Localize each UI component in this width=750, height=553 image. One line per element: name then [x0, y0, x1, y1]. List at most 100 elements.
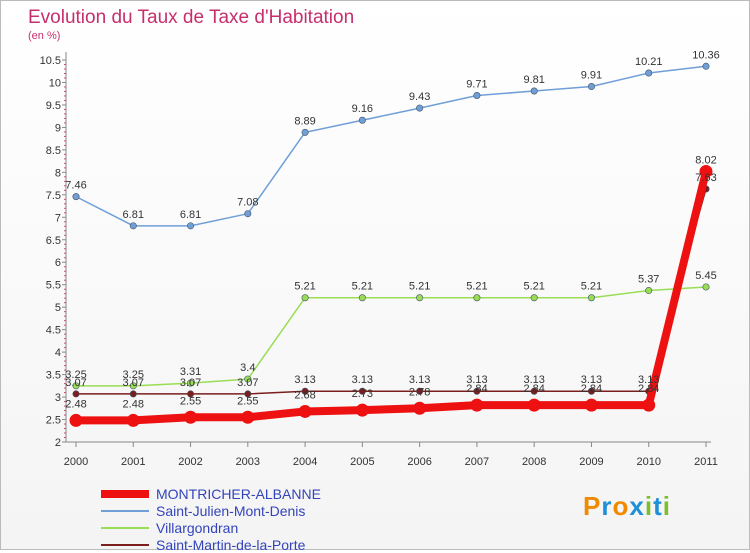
- x-tick-label: 2009: [579, 456, 603, 468]
- x-tick-label: 2003: [236, 456, 260, 468]
- data-label: 5.37: [638, 274, 659, 286]
- series-line: [76, 286, 707, 387]
- y-tick-label: 7: [55, 212, 61, 224]
- data-point: [587, 294, 595, 302]
- y-tick-label: 2: [55, 437, 61, 449]
- data-point: [470, 398, 484, 412]
- data-point: [473, 294, 481, 302]
- series-line: [76, 188, 707, 395]
- data-label: 9.16: [352, 103, 373, 115]
- data-point: [530, 387, 538, 395]
- data-label: 3.25: [65, 369, 86, 381]
- data-point: [699, 164, 713, 178]
- data-point: [301, 294, 309, 302]
- x-tick-label: 2010: [636, 456, 660, 468]
- data-label: 9.43: [409, 91, 430, 103]
- data-point: [413, 401, 427, 415]
- legend-swatch: [101, 526, 149, 529]
- data-point: [187, 390, 195, 398]
- y-tick-label: 5.5: [46, 280, 61, 292]
- y-tick-label: 4.5: [46, 325, 61, 337]
- x-tick-label: 2006: [407, 456, 431, 468]
- x-tick-label: 2001: [121, 456, 145, 468]
- data-point: [416, 294, 424, 302]
- data-label: 7.46: [65, 180, 86, 192]
- data-point: [72, 382, 80, 390]
- series-line: [75, 65, 707, 227]
- data-label: 5.21: [294, 281, 315, 293]
- data-label: 9.81: [523, 74, 544, 86]
- data-label: 3.13: [466, 374, 487, 386]
- logo-letter: i: [662, 491, 671, 521]
- data-label: 6.81: [123, 209, 144, 221]
- y-tick-label: 3: [55, 392, 61, 404]
- data-label: 2.84: [523, 383, 544, 395]
- data-point: [587, 387, 595, 395]
- data-point: [72, 390, 80, 398]
- data-label: 3.25: [123, 369, 144, 381]
- logo-letter: t: [653, 491, 663, 521]
- chart-title: Evolution du Taux de Taxe d'Habitation: [28, 7, 355, 28]
- data-point: [69, 413, 83, 427]
- data-label: 2.68: [294, 389, 315, 401]
- x-tick-label: 2004: [293, 456, 317, 468]
- legend: MONTRICHER-ALBANNE Saint-Julien-Mont-Deni…: [101, 485, 321, 553]
- data-label: 3.07: [65, 377, 86, 389]
- legend-label: Saint-Julien-Mont-Denis: [156, 502, 306, 519]
- data-label: 2.55: [180, 395, 201, 407]
- legend-label: Villargondran: [156, 519, 239, 536]
- data-label: 2.48: [123, 398, 144, 410]
- data-label: 5.21: [523, 281, 544, 293]
- y-tick-label: 6: [55, 257, 61, 269]
- legend-swatch: [101, 489, 149, 498]
- data-label: 9.71: [466, 79, 487, 91]
- y-tick-label: 8.5: [46, 145, 61, 157]
- x-tick-label: 2000: [64, 456, 88, 468]
- data-point: [416, 387, 424, 395]
- data-point: [187, 222, 195, 230]
- data-label: 3.13: [581, 374, 602, 386]
- y-tick-label: 9.5: [46, 100, 61, 112]
- data-point: [355, 403, 369, 417]
- data-label: 3.31: [180, 366, 201, 378]
- logo-letter: i: [644, 491, 654, 521]
- data-label: 7.08: [237, 197, 258, 209]
- data-point: [244, 375, 252, 383]
- data-label: 6.81: [180, 209, 201, 221]
- data-point: [129, 222, 137, 230]
- x-tick-label: 2007: [465, 456, 489, 468]
- y-tick-label: 6.5: [46, 235, 61, 247]
- data-label: 3.07: [237, 377, 258, 389]
- data-label: 3.4: [240, 362, 255, 374]
- legend-swatch: [101, 543, 149, 546]
- data-point: [301, 387, 309, 395]
- data-point: [358, 116, 366, 124]
- legend-item: Saint-Julien-Mont-Denis: [101, 502, 321, 519]
- data-point: [126, 413, 140, 427]
- x-tick-label: 2002: [178, 456, 202, 468]
- legend-item: MONTRICHER-ALBANNE: [101, 485, 321, 502]
- x-tick-label: 2008: [522, 456, 546, 468]
- data-point: [129, 390, 137, 398]
- data-label: 2.78: [409, 386, 430, 398]
- data-point: [244, 210, 252, 218]
- data-point: [358, 387, 366, 395]
- data-label: 5.21: [352, 281, 373, 293]
- data-label: 10.21: [635, 56, 663, 68]
- data-point: [645, 287, 653, 295]
- data-point: [416, 104, 424, 112]
- y-tick-label: 7.5: [46, 190, 61, 202]
- data-point: [244, 390, 252, 398]
- data-point: [530, 87, 538, 95]
- y-tick-label: 10.5: [40, 55, 61, 67]
- data-point: [241, 410, 255, 424]
- data-label: 7.63: [695, 172, 716, 184]
- data-point: [301, 128, 309, 136]
- data-label: 2.84: [581, 383, 602, 395]
- x-tick-label: 2005: [350, 456, 374, 468]
- y-tick-label: 3.5: [46, 370, 61, 382]
- data-label: 5.21: [466, 281, 487, 293]
- logo-letter: o: [612, 491, 630, 521]
- series-line: [76, 170, 710, 425]
